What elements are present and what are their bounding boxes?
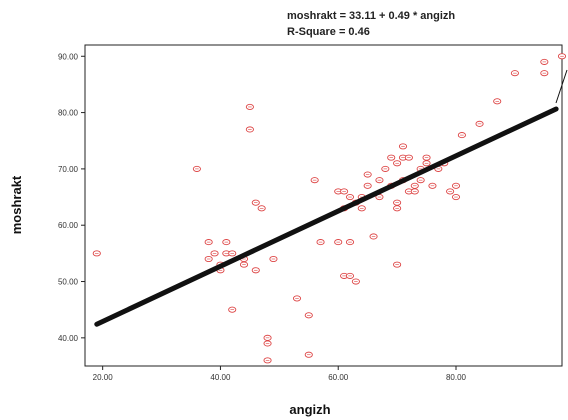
data-point <box>334 239 343 246</box>
data-point <box>204 255 213 263</box>
data-point <box>340 188 349 195</box>
x-axis-title: angizh <box>289 402 330 417</box>
r-square-label: R-Square = 0.46 <box>287 26 370 38</box>
data-point <box>263 340 272 347</box>
data-point <box>92 250 101 257</box>
data-point <box>540 58 549 65</box>
regression-line <box>94 106 559 327</box>
data-point <box>210 250 219 257</box>
data-point <box>393 199 402 206</box>
data-point <box>375 177 384 184</box>
data-point <box>381 165 390 172</box>
data-point <box>457 132 466 139</box>
data-point <box>422 154 431 161</box>
x-tick-label: 60.00 <box>328 373 349 382</box>
data-point <box>263 334 272 341</box>
y-tick-label: 50.00 <box>58 278 79 287</box>
data-point <box>428 182 437 189</box>
data-point <box>363 182 372 189</box>
data-point <box>304 351 313 358</box>
data-point <box>228 306 237 313</box>
data-point <box>387 154 396 161</box>
data-point <box>222 239 231 246</box>
axes: 20.00 40.00 60.00 80.00 40.00 50.00 60.00 70.00… <box>58 52 467 382</box>
data-point <box>204 239 213 246</box>
data-point <box>510 70 519 77</box>
data-point <box>393 205 402 212</box>
data-point <box>304 312 313 319</box>
data-point <box>557 53 567 60</box>
regression-line-group <box>94 106 559 327</box>
y-tick-label: 40.00 <box>58 334 79 343</box>
data-point <box>257 205 266 212</box>
data-point <box>410 188 419 195</box>
data-point <box>393 160 402 167</box>
data-point <box>228 250 237 257</box>
data-point <box>345 194 355 201</box>
data-point <box>369 233 378 240</box>
data-point <box>446 188 455 195</box>
data-point <box>398 143 408 150</box>
data-point <box>251 267 260 274</box>
data-point <box>357 205 366 212</box>
data-point <box>192 165 201 172</box>
x-tick-label: 80.00 <box>446 373 467 382</box>
data-point <box>334 188 343 195</box>
data-point <box>245 103 254 110</box>
annotation-leader-line <box>555 69 568 104</box>
plot-frame <box>84 44 563 367</box>
data-point <box>345 239 355 246</box>
data-point <box>451 194 461 201</box>
data-point <box>251 199 260 206</box>
data-point <box>363 171 372 178</box>
data-point <box>422 160 431 167</box>
data-point <box>540 70 549 77</box>
data-point <box>263 357 272 364</box>
data-point <box>393 261 402 268</box>
data-point <box>475 120 484 127</box>
y-tick-label: 90.00 <box>58 52 79 61</box>
data-point <box>416 177 425 184</box>
data-point <box>404 154 413 161</box>
data-point <box>310 177 319 184</box>
data-point <box>292 295 302 302</box>
data-point <box>239 261 249 268</box>
data-point <box>345 272 355 279</box>
data-point <box>351 278 360 285</box>
data-point <box>493 98 502 105</box>
x-tick-label: 40.00 <box>210 373 231 382</box>
data-point <box>245 126 254 133</box>
y-axis-title: moshrakt <box>9 175 24 234</box>
data-point <box>451 182 461 189</box>
regression-equation: moshrakt = 33.11 + 0.49 * angizh <box>287 10 455 22</box>
data-point <box>269 255 278 263</box>
data-points <box>92 53 567 364</box>
x-tick-label: 20.00 <box>93 373 114 382</box>
data-point <box>316 239 325 246</box>
y-tick-label: 80.00 <box>58 109 79 118</box>
y-tick-label: 60.00 <box>58 221 79 230</box>
data-point <box>410 182 419 189</box>
y-tick-label: 70.00 <box>58 165 79 174</box>
